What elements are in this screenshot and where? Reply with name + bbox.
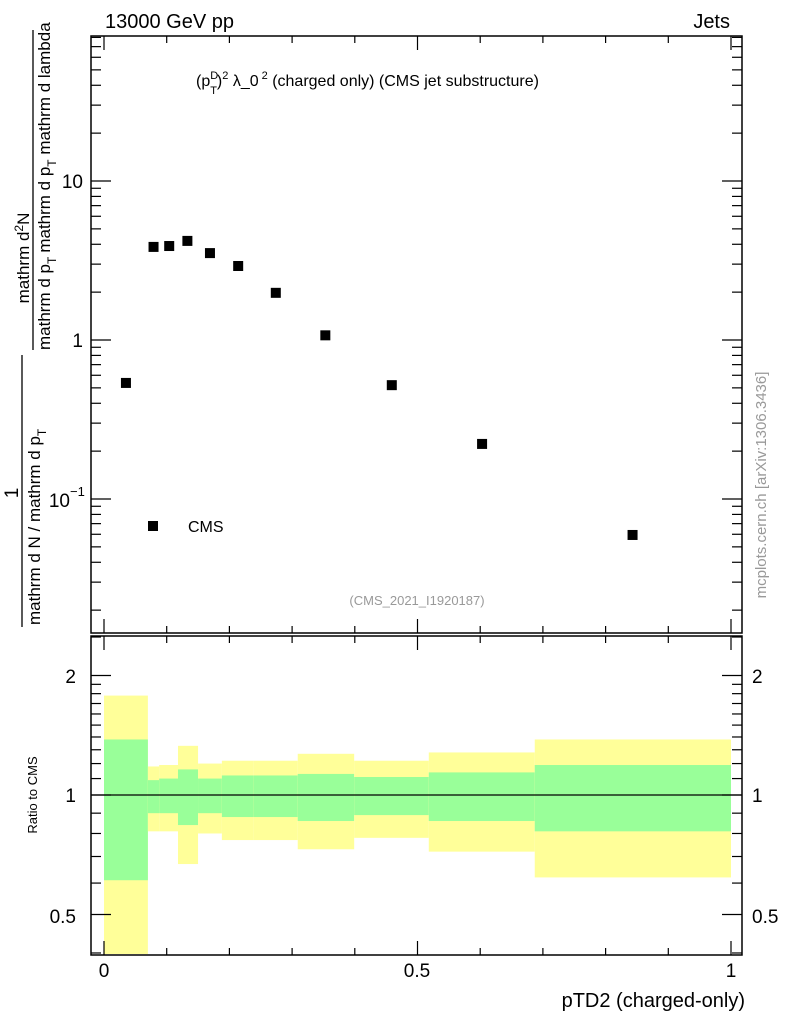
ylabel-num2: mathrm d2N <box>12 213 33 304</box>
ratio-green-band-bin <box>221 775 254 818</box>
xtick-label-1: 1 <box>726 961 737 982</box>
main-y-axis-label: 1 mathrm d N / mathrm d pT mathrm d2N ma… <box>2 22 59 627</box>
data-point <box>233 261 244 272</box>
legend-label: CMS <box>188 519 224 536</box>
data-point <box>148 241 159 252</box>
data-point <box>477 438 488 449</box>
ratio-green-band-bin <box>428 772 535 822</box>
data-point <box>120 377 131 388</box>
header-right: Jets <box>693 11 730 33</box>
data-point <box>182 235 193 246</box>
data-point <box>164 241 175 252</box>
analysis-id: (CMS_2021_I1920187) <box>349 593 484 608</box>
main-title: (pD T)2 λ_0 2 (charged only) (CMS jet subs… <box>196 70 539 97</box>
watermark: mcplots.cern.ch [arXiv:1306.3436] <box>753 372 770 599</box>
ratio-green-band-bin <box>147 780 160 814</box>
ytick-label-10: 10 <box>62 172 83 193</box>
ytick-label-0.1: 10 <box>49 491 70 512</box>
data-point <box>270 287 281 298</box>
ylabel-den2: mathrm d pTmathrm d pT mathrm d lambda <box>35 22 59 350</box>
main-frame <box>90 35 743 634</box>
ratio-green-band-bin <box>159 778 178 814</box>
ratio-ytick-right-1: 1 <box>752 786 763 807</box>
ratio-green-band-bin <box>177 769 199 826</box>
ratio-green-band-bin <box>104 739 148 881</box>
xtick-label-0.5: 0.5 <box>404 961 430 982</box>
ratio-green-band-bin <box>198 778 222 814</box>
ratio-ytick-right-2: 2 <box>752 667 763 688</box>
ratio-green-band-bin <box>253 775 298 818</box>
ytick-label-1: 1 <box>72 331 83 352</box>
data-point <box>320 330 331 341</box>
data-point <box>627 529 638 540</box>
ytick-label-0.1-exp: −1 <box>70 484 85 499</box>
header-left: 13000 GeV pp <box>105 11 234 33</box>
ratio-green-band-bin <box>354 777 429 816</box>
ratio-ytick-left-0.5: 0.5 <box>50 907 76 928</box>
data-point <box>204 248 215 259</box>
ylabel-den: mathrm d N / mathrm d pT <box>25 428 49 625</box>
xtick-label-0: 0 <box>99 961 110 982</box>
data-point <box>386 380 397 391</box>
ratio-ytick-left-1: 1 <box>65 786 76 807</box>
ratio-ytick-left-2: 2 <box>65 667 76 688</box>
x-axis-label: pTD2 (charged-only) <box>562 990 745 1012</box>
ylabel-num: 1 <box>2 488 23 499</box>
ratio-y-axis-label: Ratio to CMS <box>25 756 40 834</box>
ratio-ytick-right-0.5: 0.5 <box>752 907 778 928</box>
ratio-green-band-bin <box>534 765 731 832</box>
legend-marker <box>148 521 158 531</box>
ratio-frame <box>90 635 743 956</box>
ratio-green-band-bin <box>297 773 355 822</box>
